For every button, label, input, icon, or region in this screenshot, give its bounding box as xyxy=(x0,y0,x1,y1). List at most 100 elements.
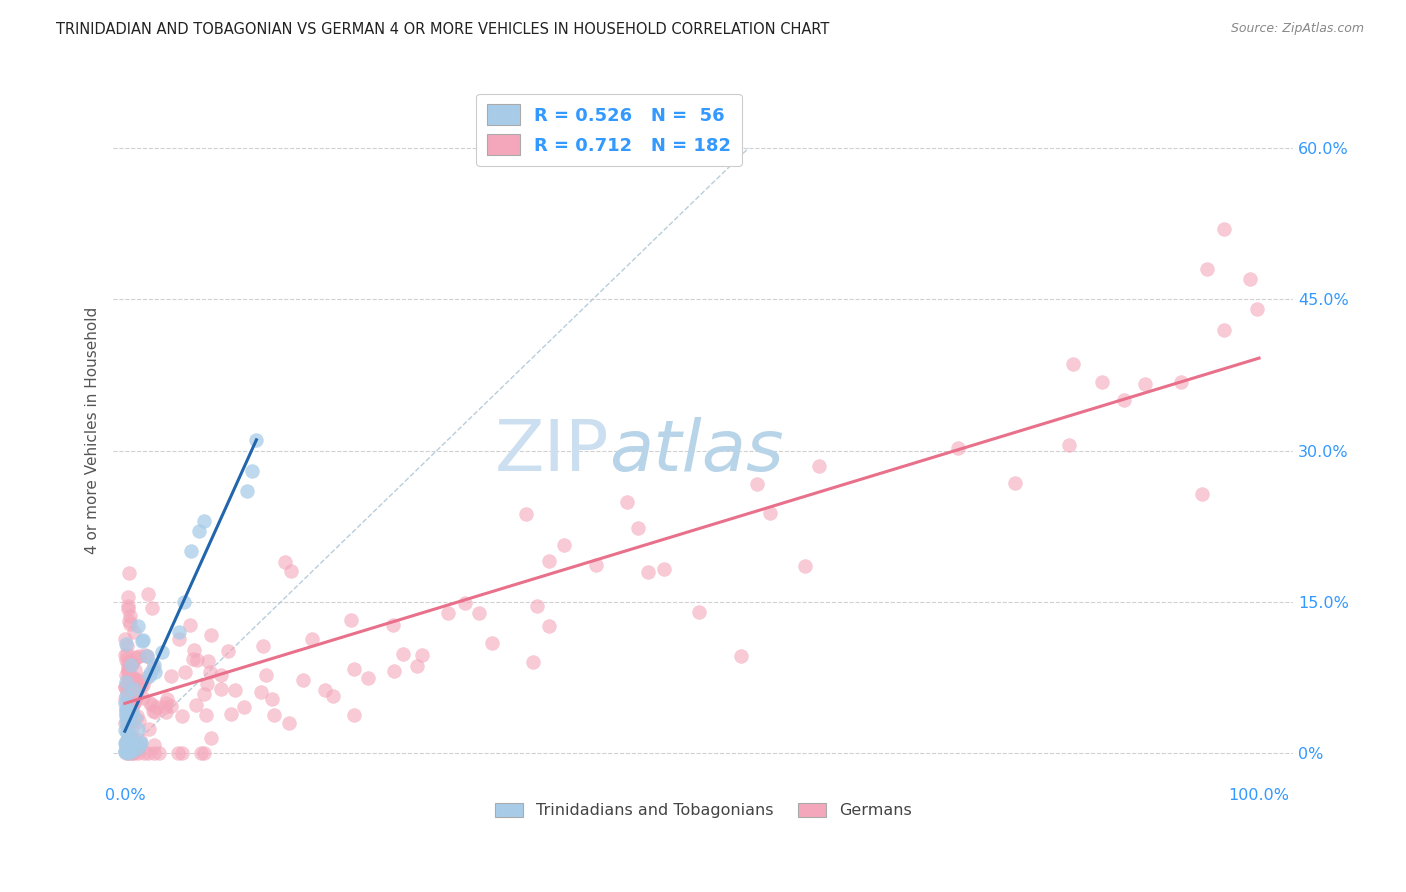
Point xyxy=(1004,475,1026,490)
Point xyxy=(142,661,165,675)
Point xyxy=(115,746,138,760)
Point xyxy=(197,654,219,668)
Point xyxy=(121,746,143,760)
Point xyxy=(114,692,136,706)
Point xyxy=(180,544,202,558)
Point xyxy=(115,639,138,653)
Point xyxy=(155,705,177,719)
Point xyxy=(125,709,148,723)
Text: atlas: atlas xyxy=(609,417,783,486)
Y-axis label: 4 or more Vehicles in Household: 4 or more Vehicles in Household xyxy=(86,307,100,554)
Point xyxy=(132,632,155,647)
Point xyxy=(793,558,815,573)
Point xyxy=(114,637,136,651)
Point xyxy=(538,618,561,632)
Point xyxy=(195,707,218,722)
Point xyxy=(120,678,142,692)
Point xyxy=(125,673,148,688)
Point xyxy=(114,723,136,738)
Point xyxy=(118,744,141,758)
Point xyxy=(1170,375,1192,389)
Point xyxy=(585,558,607,572)
Point xyxy=(129,733,152,747)
Point xyxy=(155,696,177,710)
Point xyxy=(118,672,141,686)
Point xyxy=(120,740,142,755)
Point xyxy=(114,744,136,758)
Point xyxy=(343,708,366,723)
Point xyxy=(142,705,165,719)
Point xyxy=(250,685,273,699)
Point xyxy=(120,729,142,743)
Point xyxy=(262,691,284,706)
Point xyxy=(167,746,190,760)
Point xyxy=(263,707,285,722)
Point xyxy=(128,741,150,756)
Point xyxy=(688,605,710,619)
Point xyxy=(121,698,143,712)
Point xyxy=(187,524,209,539)
Point xyxy=(200,665,222,679)
Point xyxy=(114,736,136,750)
Point xyxy=(135,671,157,685)
Point xyxy=(236,483,259,498)
Point xyxy=(209,681,232,696)
Point xyxy=(160,669,183,683)
Point xyxy=(167,632,190,647)
Point xyxy=(141,600,163,615)
Point xyxy=(252,639,274,653)
Point xyxy=(115,704,138,718)
Point xyxy=(254,668,277,682)
Point xyxy=(153,699,176,714)
Point xyxy=(747,476,769,491)
Point xyxy=(138,723,160,737)
Point xyxy=(122,624,145,639)
Point xyxy=(122,746,145,760)
Point xyxy=(136,746,159,760)
Point xyxy=(115,653,138,667)
Point xyxy=(280,564,302,578)
Point xyxy=(128,741,150,756)
Point xyxy=(808,458,831,473)
Point xyxy=(240,464,263,478)
Point xyxy=(195,677,218,691)
Point xyxy=(322,689,344,703)
Point xyxy=(357,671,380,685)
Point xyxy=(114,675,136,690)
Point xyxy=(124,651,146,665)
Point xyxy=(117,746,139,760)
Point xyxy=(114,701,136,715)
Point xyxy=(118,744,141,758)
Point xyxy=(117,710,139,724)
Point xyxy=(129,736,152,750)
Point xyxy=(129,736,152,750)
Point xyxy=(115,738,138,752)
Point xyxy=(114,648,136,662)
Point xyxy=(117,685,139,699)
Point xyxy=(115,715,138,730)
Point xyxy=(128,648,150,663)
Point xyxy=(143,705,166,719)
Point xyxy=(301,632,323,646)
Text: TRINIDADIAN AND TOBAGONIAN VS GERMAN 4 OR MORE VEHICLES IN HOUSEHOLD CORRELATION: TRINIDADIAN AND TOBAGONIAN VS GERMAN 4 O… xyxy=(56,22,830,37)
Point xyxy=(481,636,503,650)
Point xyxy=(122,670,145,684)
Point xyxy=(117,662,139,676)
Point xyxy=(538,554,561,568)
Point xyxy=(117,590,139,604)
Point xyxy=(124,690,146,705)
Point xyxy=(117,599,139,613)
Point xyxy=(1239,272,1261,286)
Point xyxy=(127,673,149,687)
Point xyxy=(1091,375,1114,389)
Point xyxy=(115,735,138,749)
Point xyxy=(127,722,149,736)
Point xyxy=(122,696,145,710)
Point xyxy=(526,599,548,614)
Point xyxy=(118,708,141,723)
Point xyxy=(124,711,146,725)
Point xyxy=(117,713,139,727)
Point xyxy=(181,651,204,665)
Point xyxy=(115,706,138,720)
Legend: Trinidadians and Tobagonians, Germans: Trinidadians and Tobagonians, Germans xyxy=(488,797,918,825)
